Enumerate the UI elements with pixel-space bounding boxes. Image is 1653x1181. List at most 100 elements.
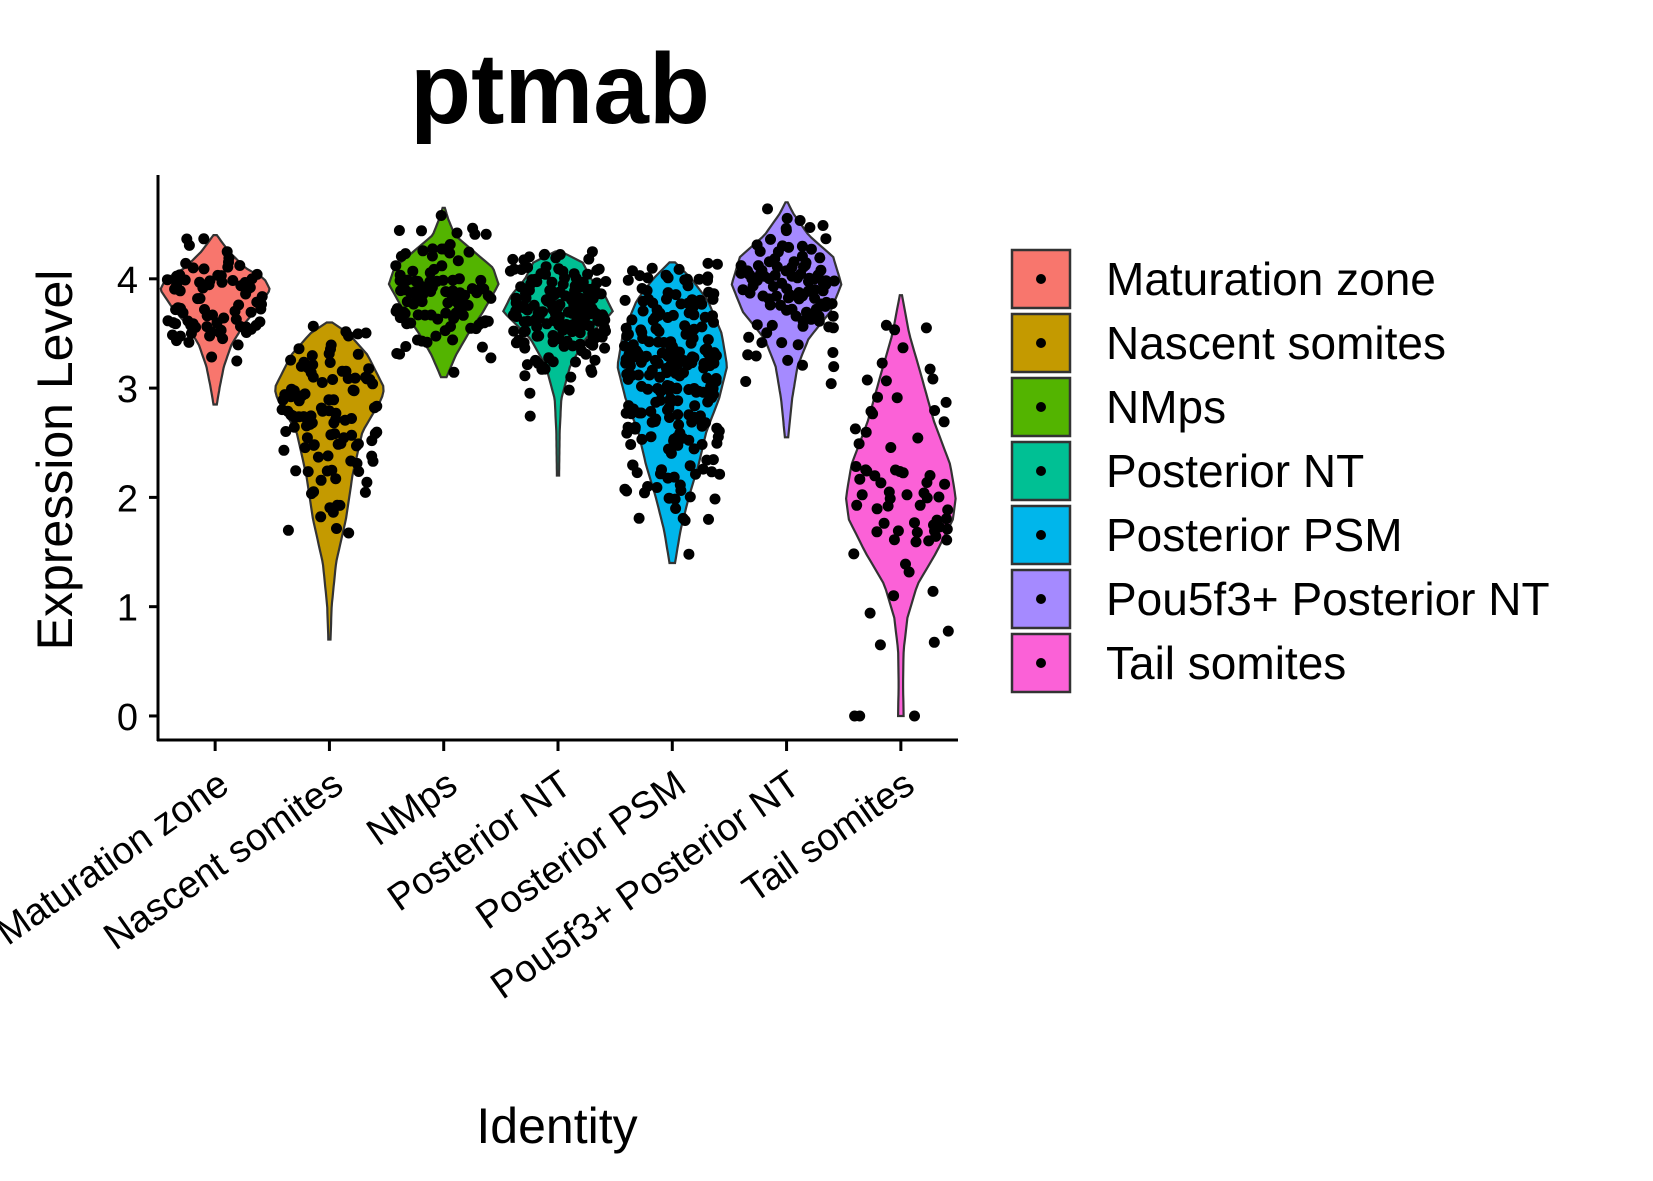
- data-point: [853, 438, 865, 450]
- data-point: [850, 461, 862, 472]
- legend-point-key: [1036, 594, 1046, 604]
- data-point: [752, 260, 764, 272]
- data-point: [301, 420, 312, 432]
- data-point: [531, 321, 543, 333]
- data-point: [625, 439, 637, 450]
- data-point: [410, 289, 422, 301]
- data-point: [693, 385, 704, 397]
- data-point: [444, 247, 456, 259]
- data-point: [629, 421, 641, 433]
- data-point: [583, 253, 595, 265]
- data-point: [669, 493, 681, 505]
- data-point: [328, 394, 340, 406]
- data-point: [771, 261, 783, 273]
- data-point: [565, 371, 577, 383]
- data-point: [780, 265, 792, 277]
- data-point: [794, 215, 806, 226]
- data-point: [231, 355, 243, 367]
- data-point: [874, 639, 886, 651]
- data-point: [324, 357, 336, 368]
- data-point: [198, 233, 210, 245]
- data-point: [665, 336, 677, 348]
- data-point: [702, 257, 714, 269]
- data-point: [761, 327, 773, 339]
- data-point: [683, 358, 695, 370]
- data-point: [295, 360, 307, 372]
- data-point: [361, 476, 373, 488]
- data-point: [343, 527, 355, 539]
- data-point: [884, 493, 896, 505]
- data-point: [395, 250, 407, 262]
- data-point: [656, 347, 668, 359]
- data-point: [421, 336, 433, 348]
- data-point: [827, 310, 839, 322]
- data-point: [573, 299, 585, 311]
- data-point: [805, 313, 817, 325]
- data-point: [521, 359, 533, 371]
- data-point: [540, 261, 552, 273]
- data-point: [285, 354, 297, 366]
- data-point: [642, 481, 654, 492]
- data-point: [664, 393, 676, 405]
- data-point: [804, 222, 816, 233]
- data-point: [675, 485, 687, 496]
- data-point: [214, 327, 226, 339]
- data-point: [940, 396, 952, 408]
- data-point: [327, 374, 339, 385]
- data-point: [910, 536, 922, 548]
- data-point: [475, 274, 487, 286]
- data-point: [307, 359, 319, 371]
- data-point: [929, 405, 941, 416]
- data-point: [523, 251, 535, 263]
- legend-item: Tail somites: [1010, 632, 1346, 694]
- data-point: [369, 428, 381, 440]
- y-ticks: 0 1 2 3 4: [117, 260, 158, 739]
- data-point: [900, 558, 911, 570]
- data-point: [663, 402, 675, 414]
- data-point: [221, 246, 233, 258]
- data-point: [306, 488, 317, 500]
- data-point: [781, 212, 793, 224]
- data-point: [701, 454, 713, 466]
- data-point: [750, 350, 762, 362]
- legend: Maturation zone Nascent somites NMps Poster…: [1010, 248, 1550, 694]
- data-point: [417, 245, 429, 257]
- data-point: [688, 411, 700, 423]
- data-point: [871, 526, 883, 538]
- data-point: [776, 337, 788, 349]
- data-point: [788, 256, 800, 268]
- data-point: [599, 342, 611, 354]
- data-point: [797, 320, 809, 332]
- data-point: [412, 309, 424, 321]
- data-point: [328, 417, 340, 429]
- data-point: [942, 625, 954, 637]
- data-point: [301, 432, 313, 444]
- data-point: [693, 273, 705, 285]
- legend-label: NMps: [1106, 381, 1226, 433]
- data-point: [480, 228, 492, 240]
- data-point: [550, 308, 561, 320]
- data-point: [394, 348, 406, 360]
- data-point: [322, 450, 334, 462]
- data-point: [650, 396, 662, 408]
- data-point: [848, 548, 860, 560]
- data-point: [680, 328, 692, 340]
- data-point: [860, 426, 872, 438]
- data-point: [453, 273, 465, 285]
- data-point: [697, 463, 709, 475]
- data-point: [203, 279, 215, 291]
- data-point: [645, 431, 657, 443]
- data-point: [367, 455, 379, 467]
- data-point: [339, 414, 351, 426]
- data-point: [287, 410, 299, 422]
- data-point: [478, 317, 490, 329]
- data-point: [802, 285, 814, 297]
- data-point: [306, 350, 318, 362]
- data-point: [290, 465, 302, 477]
- data-point: [476, 341, 488, 353]
- data-point: [696, 298, 708, 310]
- data-point: [828, 361, 840, 373]
- legend-item: Nascent somites: [1010, 312, 1446, 374]
- legend-point-key: [1036, 338, 1046, 348]
- data-point: [643, 336, 655, 348]
